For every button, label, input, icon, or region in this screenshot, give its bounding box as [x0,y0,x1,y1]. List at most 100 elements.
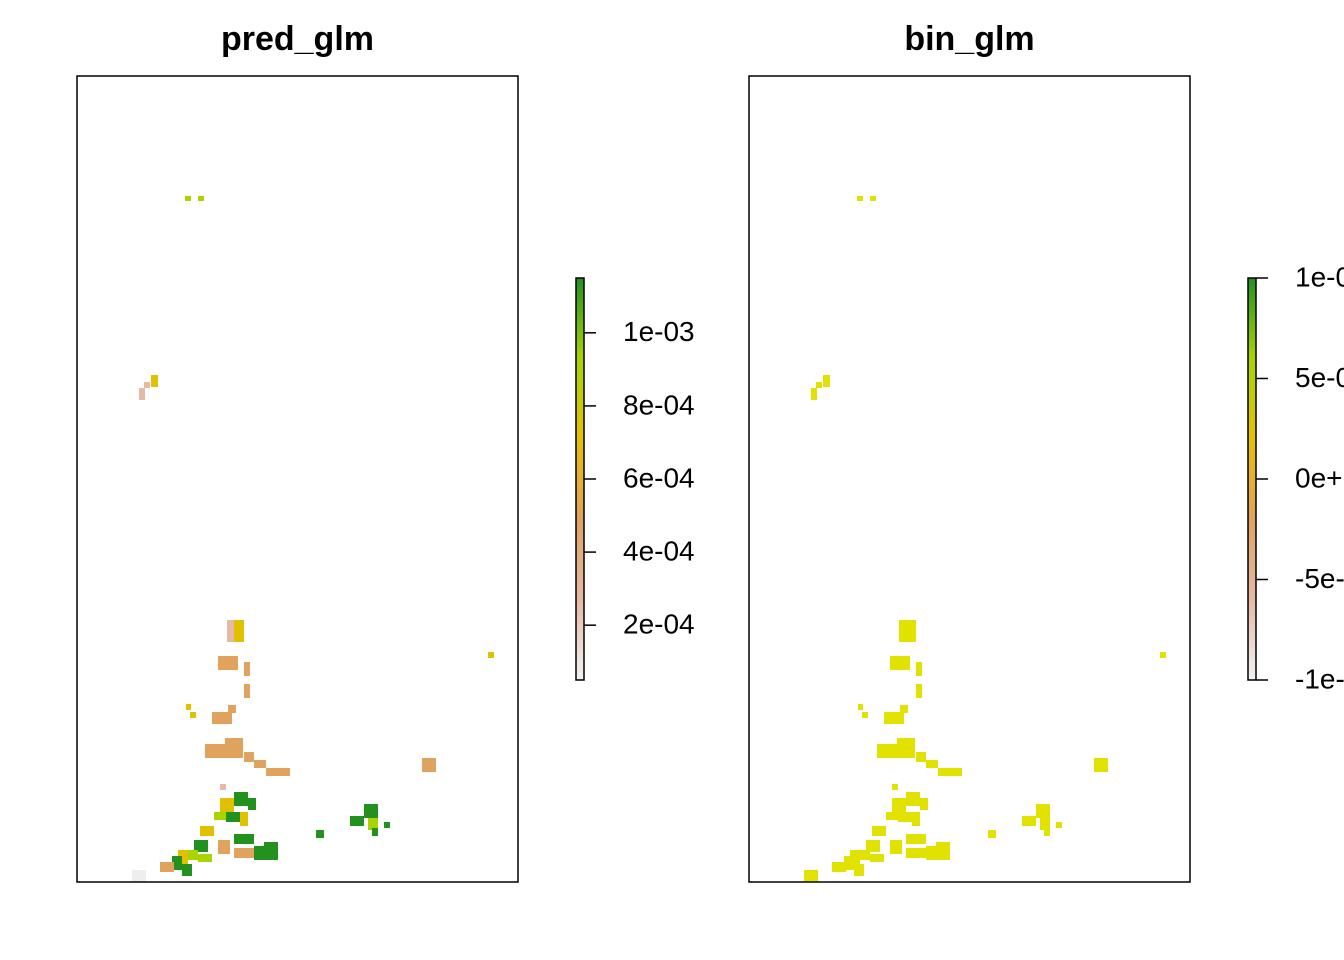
raster-cell [886,812,898,820]
plot-frame [748,75,1191,883]
raster-cell [488,652,494,658]
raster-cell [190,712,196,718]
raster-cell [244,752,254,762]
y-tick-label: 6e-04 [623,462,695,493]
raster-cell [906,848,926,858]
raster-cell [1160,652,1166,658]
raster-cell [205,744,225,758]
raster-cell [234,848,254,858]
raster-cell [234,620,244,642]
raster-cell [1036,804,1050,818]
raster-cell [188,850,198,860]
raster-cell [884,712,904,724]
raster-cell [858,704,863,710]
raster-cell [240,812,248,826]
raster-cell [938,768,962,776]
raster-cell [244,684,250,698]
raster-cell [804,870,818,882]
raster-cell [866,840,880,852]
raster-cell [220,798,234,812]
raster-cell [254,846,264,860]
raster-cell [200,826,214,836]
y-tick-label: 2e-04 [623,609,695,640]
raster-cell [228,705,236,713]
raster-cell [912,812,920,826]
raster-cell [898,812,912,822]
raster-cell [194,840,208,852]
y-tick-label: -5e- [1295,563,1344,594]
raster-cell [182,864,192,876]
raster-cell [906,834,926,844]
raster-cell [264,842,278,860]
raster-cell [1022,816,1036,826]
raster-cell [916,662,922,676]
raster-cell [811,388,817,400]
raster-cell [186,704,191,710]
raster-cell [384,822,390,828]
raster-cell [214,812,226,820]
raster-cell [832,862,846,872]
raster-cell [890,656,910,670]
raster [804,196,1166,882]
raster-cell [1044,828,1050,836]
raster-cell [350,816,364,826]
raster-cell [916,684,922,698]
raster-cell [854,864,864,876]
raster-cell [218,656,238,670]
raster-cell [1056,822,1062,828]
raster-cell [890,840,902,854]
y-tick-label: 8e-04 [623,389,695,420]
raster-cell [916,752,926,762]
raster-cell [316,830,324,838]
raster-cell [212,712,232,724]
raster-cell [218,840,230,854]
raster-cell [906,792,920,806]
raster-cell [151,375,158,387]
raster-cell [178,850,188,864]
raster-cell [823,375,830,387]
chart-title: bin_glm [904,20,1034,58]
raster-cell [234,834,254,844]
y-tick-label: 1e-0 [1295,261,1344,292]
raster-cell [900,705,908,713]
raster-cell [248,798,256,810]
raster-cell [226,812,240,822]
raster-cell [872,826,886,836]
raster-cell [372,828,378,836]
raster-cell [172,856,182,870]
y-tick-label: 0e+ [1295,462,1343,493]
raster-cell [198,196,204,201]
y-tick-label: 4e-04 [623,535,695,566]
raster-cell [899,620,906,642]
raster [132,196,494,882]
raster-cell [816,382,822,388]
raster-cell [244,662,250,676]
raster-cell [1094,758,1108,772]
color-bar [575,277,585,681]
raster-cell [227,620,234,642]
raster-cell [870,196,876,201]
raster-cell [198,854,212,862]
color-bar [1247,277,1257,681]
raster-cell [422,758,436,772]
raster-cell [877,744,897,758]
raster-cell [906,620,916,642]
raster-cell [185,196,191,201]
raster-cell [936,842,950,860]
raster-cell [160,862,174,872]
raster-cell [862,712,868,718]
raster-cell [144,382,150,388]
raster-cell [988,830,996,838]
raster-cell [364,804,378,818]
raster-cell [132,870,146,882]
raster-cell [220,784,226,790]
raster-cell [139,388,145,400]
y-tick-label: 1e-03 [623,316,695,347]
raster-cell [892,798,906,812]
raster-cell [857,196,863,201]
raster-cell [225,738,243,758]
raster-cell [926,760,938,768]
raster-cell [844,856,854,870]
